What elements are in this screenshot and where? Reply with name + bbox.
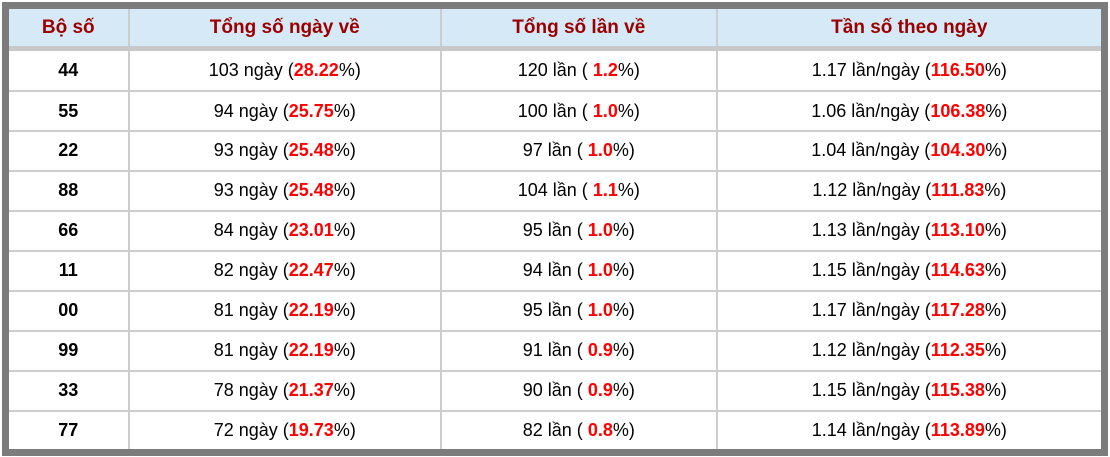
total-times-cell: 95 lần ( 1.0%) xyxy=(441,210,718,252)
percent-value: 1.0 xyxy=(587,260,613,281)
table-row: 66 84 ngày (23.01%) 95 lần ( 1.0%) 1.13 lần… xyxy=(9,210,1101,252)
percent-value: 111.83 xyxy=(931,180,985,201)
percent-value: 22.47 xyxy=(288,260,334,281)
percent-value: 1.2 xyxy=(592,60,618,81)
frequency-cell: 1.12 lần/ngày (111.83%) xyxy=(716,170,1101,212)
table-row: 77 72 ngày (19.73%) 82 lần ( 0.8%) 1.14 lần… xyxy=(9,410,1101,449)
table-body: 44 103 ngày (28.22%) 120 lần ( 1.2%) 1.17 l… xyxy=(9,48,1101,449)
percent-value: 0.9 xyxy=(587,340,613,361)
pair-cell: 77 xyxy=(9,410,130,449)
table-row: 88 93 ngày (25.48%) 104 lần ( 1.1%) 1.12 lầ… xyxy=(9,170,1101,212)
percent-value: 1.0 xyxy=(592,100,618,121)
column-header-total-times: Tổng số lần về xyxy=(441,9,718,51)
table-row: 44 103 ngày (28.22%) 120 lần ( 1.2%) 1.17 l… xyxy=(9,48,1101,93)
percent-value: 25.48 xyxy=(288,180,334,201)
frequency-cell: 1.12 lần/ngày (112.35%) xyxy=(716,330,1101,372)
pair-cell: 22 xyxy=(9,131,130,172)
frequency-cell: 1.14 lần/ngày (113.89%) xyxy=(811,419,1007,440)
total-times-cell: 90 lần ( 0.9%) xyxy=(441,370,718,412)
percent-value: 114.63 xyxy=(930,260,985,281)
lottery-pair-stats-table: Bộ số Tổng số ngày về Tổng số lần về Tần… xyxy=(9,9,1101,449)
frequency-cell: 1.06 lần/ngày (106.38%) xyxy=(716,91,1101,133)
total-days-cell: 84 ngày (23.01%) xyxy=(128,210,443,252)
percent-value: 25.48 xyxy=(288,140,334,161)
pair-cell: 55 xyxy=(9,91,130,133)
total-times-cell: 82 lần ( 0.8%) xyxy=(441,410,718,449)
pair-cell: 33 xyxy=(9,370,130,412)
total-days-cell: 93 ngày (25.48%) xyxy=(128,170,443,212)
total-times-cell: 94 lần ( 1.0%) xyxy=(441,250,718,292)
percent-value: 116.50 xyxy=(930,60,985,81)
pair-cell: 88 xyxy=(9,170,130,212)
header-row: Bộ số Tổng số ngày về Tổng số lần về Tần… xyxy=(9,9,1101,51)
column-header-total-days: Tổng số ngày về xyxy=(128,9,443,51)
percent-value: 113.10 xyxy=(930,220,985,241)
total-days-cell: 72 ngày (19.73%) xyxy=(128,410,443,449)
percent-value: 112.35 xyxy=(930,340,985,361)
frequency-cell: 1.15 lần/ngày (115.38%) xyxy=(716,370,1101,412)
percent-value: 25.75 xyxy=(288,100,334,121)
table-row: 11 82 ngày (22.47%) 94 lần ( 1.0%) 1.15 lần… xyxy=(9,250,1101,292)
table-row: 33 78 ngày (21.37%) 90 lần ( 0.9%) 1.15 lần… xyxy=(9,370,1101,412)
total-times-cell: 97 lần ( 1.0%) xyxy=(441,131,718,172)
pair-cell: 11 xyxy=(9,250,130,292)
pair-cell: 00 xyxy=(9,290,130,332)
total-days-cell: 81 ngày (22.19%) xyxy=(128,290,443,332)
percent-value: 21.37 xyxy=(288,380,334,401)
percent-value: 113.89 xyxy=(930,419,985,440)
percent-value: 1.1 xyxy=(592,180,618,201)
percent-value: 22.19 xyxy=(288,300,334,321)
table-row: 55 94 ngày (25.75%) 100 lần ( 1.0%) 1.06 lầ… xyxy=(9,91,1101,133)
percent-value: 117.28 xyxy=(930,300,985,321)
column-header-pair: Bộ số xyxy=(9,9,130,51)
total-days-cell: 82 ngày (22.47%) xyxy=(128,250,443,292)
column-header-frequency: Tần số theo ngày xyxy=(716,9,1101,51)
total-days-cell: 94 ngày (25.75%) xyxy=(128,91,443,133)
total-times-cell: 95 lần ( 1.0%) xyxy=(441,290,718,332)
frequency-cell: 1.13 lần/ngày (113.10%) xyxy=(716,210,1101,252)
table-row: 00 81 ngày (22.19%) 95 lần ( 1.0%) 1.17 lần… xyxy=(9,290,1101,332)
frequency-cell: 1.17 lần/ngày (117.28%) xyxy=(716,290,1101,332)
table-header: Bộ số Tổng số ngày về Tổng số lần về Tần… xyxy=(9,9,1101,51)
percent-value: 28.22 xyxy=(293,60,339,81)
total-days-cell: 81 ngày (22.19%) xyxy=(128,330,443,372)
percent-value: 1.0 xyxy=(587,140,613,161)
pair-cell: 44 xyxy=(9,48,130,93)
pair-cell: 99 xyxy=(9,330,130,372)
table-row: 22 93 ngày (25.48%) 97 lần ( 1.0%) 1.04 lần… xyxy=(9,131,1101,172)
percent-value: 0.9 xyxy=(587,380,613,401)
frequency-cell: 1.17 lần/ngày (116.50%) xyxy=(716,48,1101,93)
total-times-cell: 91 lần ( 0.9%) xyxy=(441,330,718,372)
frequency-cell: 1.15 lần/ngày (114.63%) xyxy=(716,250,1101,292)
percent-value: 0.8 xyxy=(587,419,613,440)
frequency-cell: 1.04 lần/ngày (104.30%) xyxy=(716,131,1101,172)
percent-value: 104.30 xyxy=(930,140,986,161)
total-times-cell: 100 lần ( 1.0%) xyxy=(441,91,718,133)
total-days-cell: 78 ngày (21.37%) xyxy=(128,370,443,412)
total-days-cell: 103 ngày (28.22%) xyxy=(128,48,443,93)
percent-value: 115.38 xyxy=(930,380,985,401)
pair-cell: 66 xyxy=(9,210,130,252)
total-times-cell: 104 lần ( 1.1%) xyxy=(441,170,718,212)
total-times-cell: 120 lần ( 1.2%) xyxy=(441,48,718,93)
percent-value: 106.38 xyxy=(930,100,986,121)
percent-value: 23.01 xyxy=(288,220,334,241)
percent-value: 1.0 xyxy=(587,220,613,241)
percent-value: 1.0 xyxy=(587,300,613,321)
total-days-cell: 93 ngày (25.48%) xyxy=(128,131,443,172)
percent-value: 22.19 xyxy=(288,340,334,361)
percent-value: 19.73 xyxy=(288,419,334,440)
table-row: 99 81 ngày (22.19%) 91 lần ( 0.9%) 1.12 lần… xyxy=(9,330,1101,372)
